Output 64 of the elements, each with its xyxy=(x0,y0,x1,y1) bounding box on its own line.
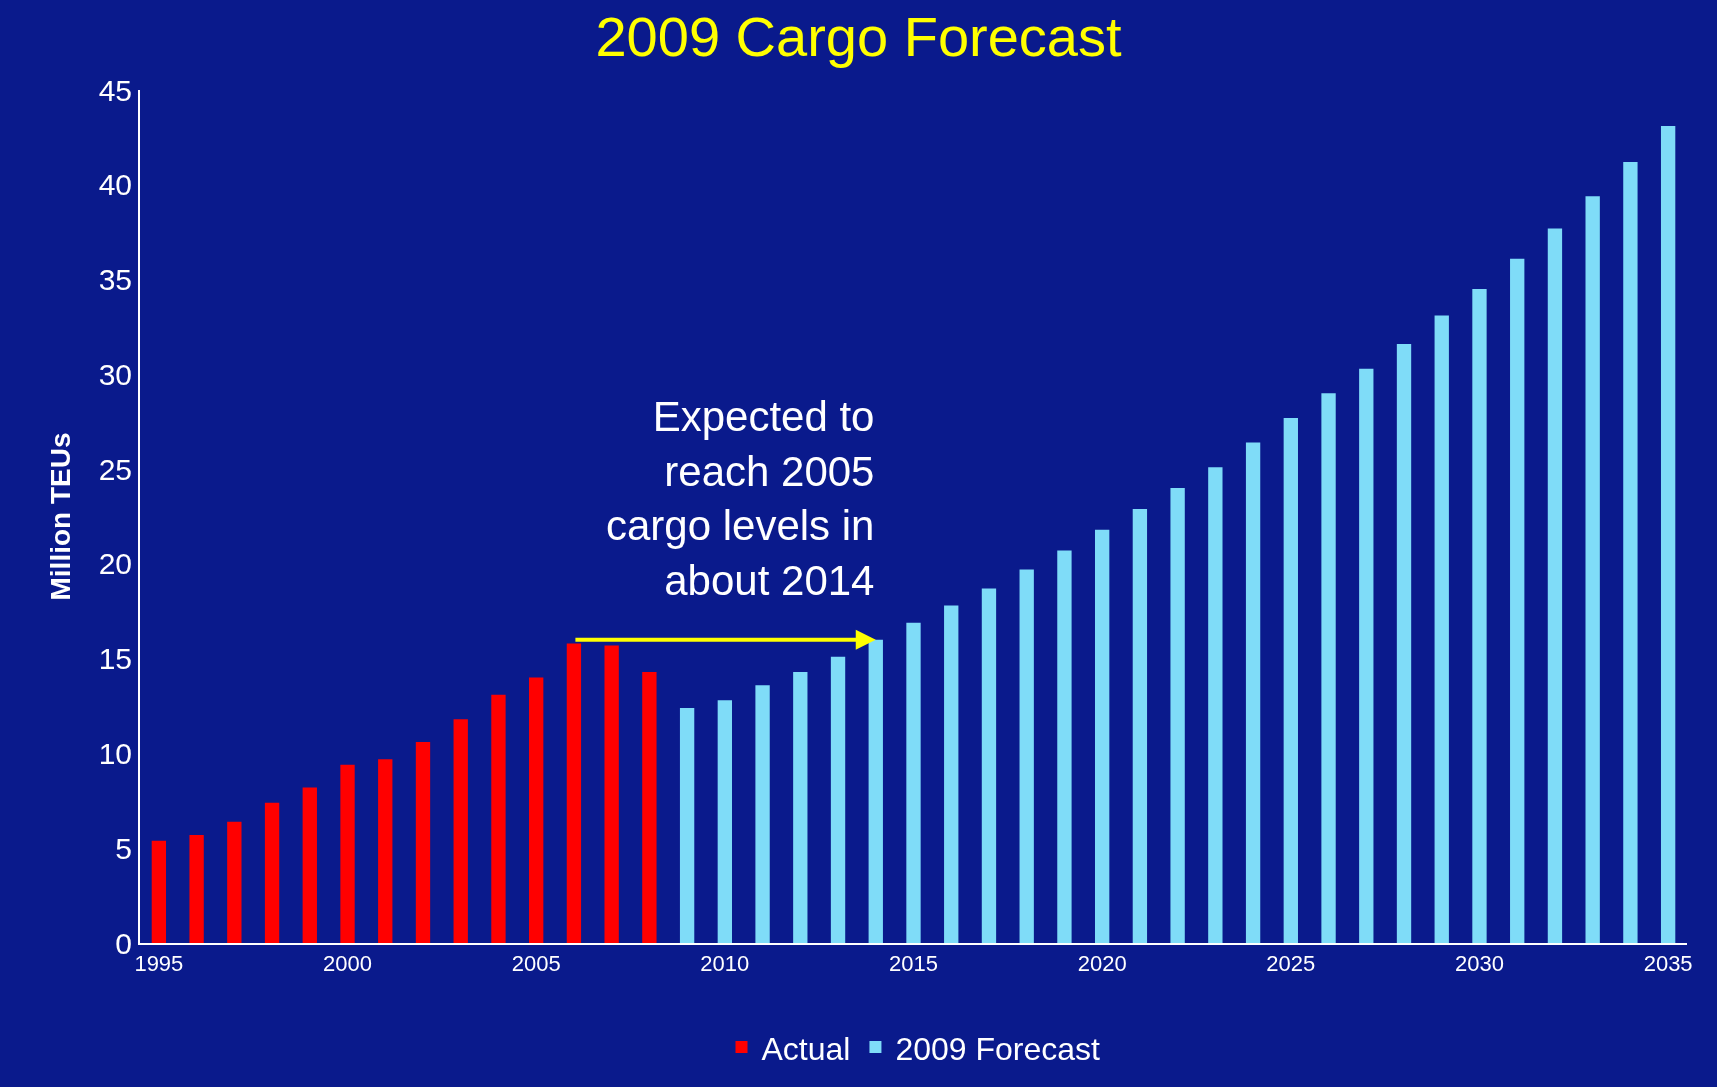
bar xyxy=(1359,368,1374,943)
x-tick-label: 1995 xyxy=(134,951,184,977)
bar xyxy=(679,707,695,943)
y-tick-label: 20 xyxy=(98,547,132,581)
bar xyxy=(944,605,959,943)
y-tick-label: 5 xyxy=(115,831,132,865)
y-tick-label: 40 xyxy=(98,168,132,202)
y-tick-label: 15 xyxy=(98,642,132,676)
y-tick-label: 0 xyxy=(115,926,132,960)
bar xyxy=(981,588,997,943)
bar xyxy=(1510,258,1525,943)
bar xyxy=(1547,228,1563,943)
bar xyxy=(1132,508,1148,943)
chart-title: 2009 Cargo Forecast xyxy=(595,4,1122,68)
bar xyxy=(1396,344,1412,943)
bar xyxy=(717,700,733,943)
bar xyxy=(906,622,921,943)
x-tick-label: 2005 xyxy=(511,951,561,977)
bar xyxy=(1245,442,1261,943)
x-tick-label: 2000 xyxy=(323,951,372,977)
legend-label: 2009 Forecast xyxy=(895,1030,1101,1067)
bar xyxy=(1094,529,1110,943)
bar xyxy=(1208,467,1223,943)
bar xyxy=(453,719,468,943)
bar xyxy=(830,656,846,943)
bar xyxy=(1660,126,1676,943)
x-tick-label: 2035 xyxy=(1643,951,1693,977)
bar xyxy=(151,840,167,943)
legend-label: Actual xyxy=(761,1030,851,1067)
bar xyxy=(529,677,544,943)
bar xyxy=(378,759,393,943)
bar xyxy=(1434,315,1449,943)
bar xyxy=(1623,162,1638,943)
y-tick-label: 25 xyxy=(98,452,132,486)
x-tick-label: 2015 xyxy=(889,951,938,977)
bar xyxy=(189,834,204,943)
bar xyxy=(302,787,317,943)
bar xyxy=(1019,569,1034,943)
x-tick-label: 2030 xyxy=(1455,951,1504,977)
bar xyxy=(793,671,808,943)
y-axis-title: Million TEUs xyxy=(44,432,76,601)
y-tick-label: 45 xyxy=(98,73,132,107)
x-tick-label: 2020 xyxy=(1077,951,1127,977)
bar xyxy=(340,764,355,943)
bar xyxy=(566,643,582,943)
bar xyxy=(264,802,280,943)
bar xyxy=(415,742,431,943)
bar xyxy=(1057,550,1072,943)
x-tick-label: 2025 xyxy=(1266,951,1316,977)
bar xyxy=(755,685,770,943)
y-tick-label: 10 xyxy=(98,736,132,770)
bar xyxy=(1585,196,1600,943)
bar xyxy=(227,821,242,943)
x-tick-label: 2010 xyxy=(700,951,750,977)
y-tick-label: 35 xyxy=(98,263,132,297)
annotation: Expected to reach 2005 cargo levels in about 2014 xyxy=(606,393,875,604)
bar xyxy=(1472,289,1487,943)
bar xyxy=(1321,393,1336,943)
bar xyxy=(604,645,619,943)
bar xyxy=(1283,417,1298,943)
bar xyxy=(491,694,506,943)
bar xyxy=(1170,488,1185,943)
bar xyxy=(642,671,657,943)
y-tick-label: 30 xyxy=(98,357,132,391)
